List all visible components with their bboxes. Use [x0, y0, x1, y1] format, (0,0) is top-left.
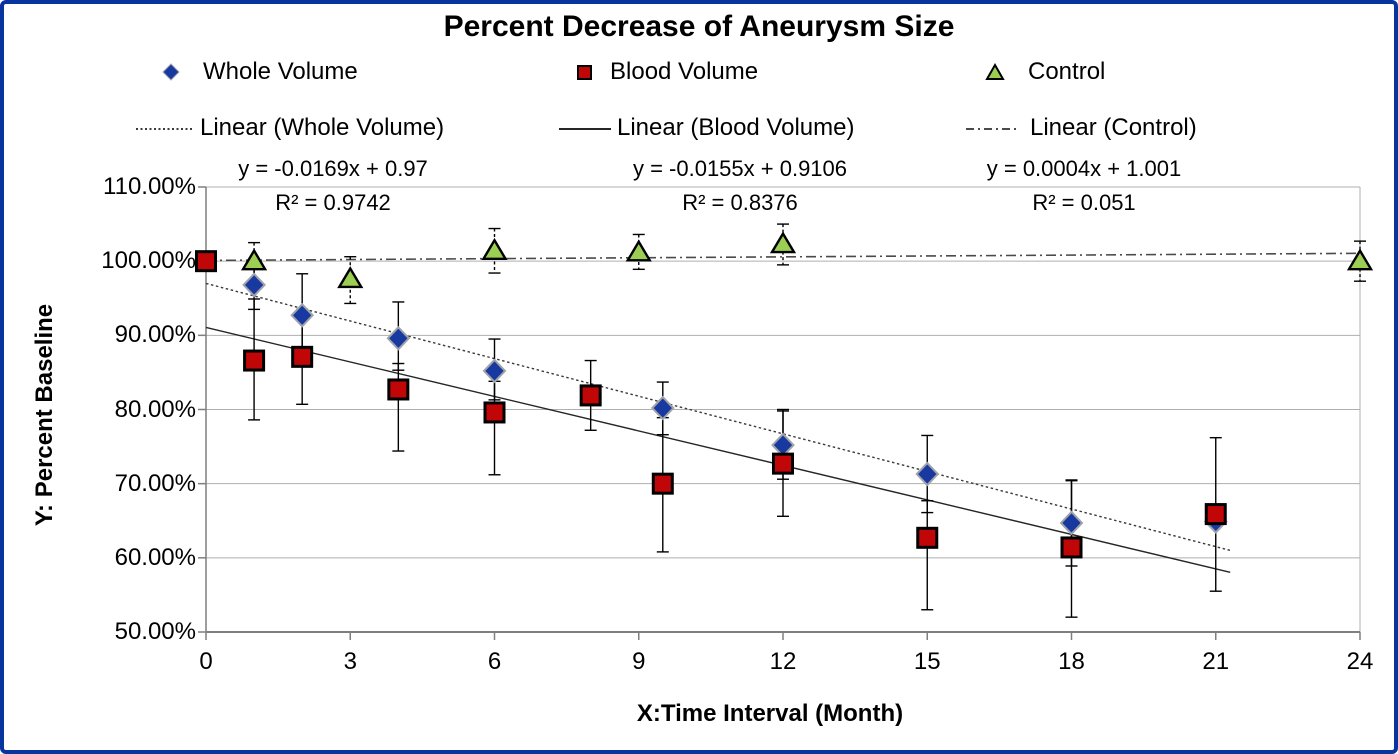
data-point-blood-volume [387, 378, 410, 401]
data-point-blood-volume [243, 349, 266, 372]
data-point-control [625, 239, 652, 262]
y-tick-label: 60.00% [114, 543, 196, 571]
x-tick-label: 21 [1202, 648, 1230, 675]
equation-text: y = -0.0155x + 0.9106 [632, 156, 848, 181]
data-point-whole-volume [1059, 510, 1084, 536]
x-tick-label: 6 [487, 648, 502, 675]
data-point-whole-volume [386, 325, 411, 351]
data-point-whole-volume [242, 272, 266, 298]
x-tick-label: 3 [343, 648, 357, 675]
blood-volume-square-icon [577, 65, 592, 80]
y-tick-label: 50.00% [114, 618, 196, 645]
trendline-linear-blood-volume- [205, 326, 1231, 574]
legend-label-control: Control [1028, 58, 1106, 85]
chart-title: Percent Decrease of Aneurysm Size [443, 10, 955, 43]
equation-control: y = 0.0004x + 1.001 R² = 0.051 [987, 152, 1182, 220]
data-point-blood-volume [483, 401, 506, 424]
legend-label-linear-blood-volume: Linear (Blood Volume) [617, 114, 855, 141]
r-squared-text: R² = 0.8376 [682, 190, 798, 215]
data-point-control [240, 248, 268, 271]
x-tick-label: 12 [769, 648, 797, 675]
data-point-whole-volume [650, 395, 675, 421]
data-point-control [481, 237, 508, 260]
data-point-blood-volume [1060, 536, 1083, 559]
y-tick-label: 70.00% [114, 469, 196, 497]
data-point-blood-volume [772, 452, 794, 475]
equation-whole-volume: y = -0.0169x + 0.97 R² = 0.9742 [238, 152, 428, 220]
data-point-whole-volume [482, 358, 507, 384]
legend-label-linear-whole-volume: Linear (Whole Volume) [200, 114, 445, 141]
y-tick-label: 110.00% [103, 173, 196, 200]
trendline-linear-whole-volume- [205, 282, 1231, 552]
whole-volume-diamond-icon [162, 63, 180, 81]
data-point-control [769, 231, 797, 254]
legend-label-linear-control: Linear (Control) [1030, 114, 1197, 141]
equation-blood-volume: y = -0.0155x + 0.9106 R² = 0.8376 [633, 152, 847, 220]
trendline-linear-control- [205, 252, 1361, 262]
data-point-blood-volume [916, 526, 939, 549]
data-point-blood-volume [1204, 503, 1227, 526]
equation-text: y = 0.0004x + 1.001 [986, 156, 1182, 181]
r-squared-text: R² = 0.051 [1032, 190, 1136, 215]
y-tick-label: 80.00% [114, 395, 196, 423]
y-tick-label: 90.00% [114, 321, 196, 349]
data-point-control [1346, 248, 1374, 271]
x-tick-label: 18 [1058, 648, 1085, 675]
r-squared-text: R² = 0.9742 [275, 190, 391, 215]
solid-line-icon [559, 128, 611, 130]
x-tick-label: 0 [199, 648, 213, 675]
dashdot-line-icon [966, 128, 1020, 130]
x-tick-label: 15 [913, 648, 941, 675]
data-point-blood-volume [291, 345, 314, 368]
control-triangle-icon [985, 62, 1005, 80]
x-axis-title: X:Time Interval (Month) [636, 700, 904, 727]
data-point-whole-volume [915, 461, 940, 487]
legend-label-blood-volume: Blood Volume [610, 58, 759, 85]
x-tick-label: 24 [1346, 648, 1374, 675]
legend-label-whole-volume: Whole Volume [203, 58, 358, 85]
data-point-whole-volume [290, 302, 315, 328]
data-point-control [337, 266, 364, 289]
data-point-blood-volume [651, 472, 674, 495]
data-point-blood-volume [195, 250, 217, 273]
equation-text: y = -0.0169x + 0.97 [238, 156, 428, 181]
dotted-line-icon [136, 128, 194, 130]
data-point-blood-volume [579, 384, 602, 407]
x-tick-label: 9 [632, 648, 646, 675]
y-tick-label: 100.00% [101, 247, 196, 275]
